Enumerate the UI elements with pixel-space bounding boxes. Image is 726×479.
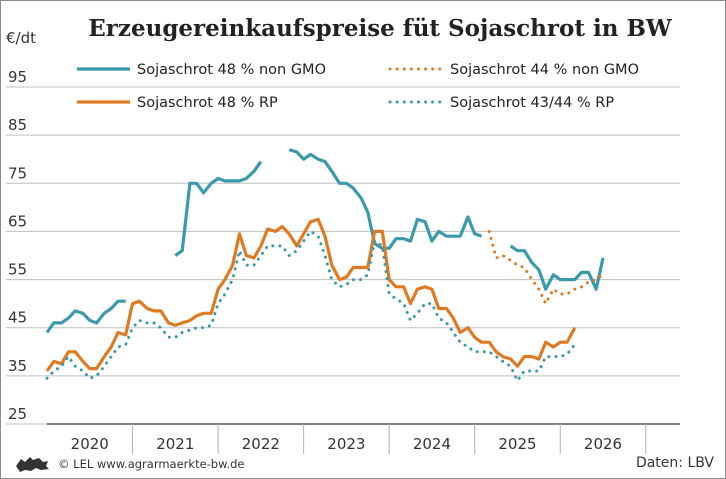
legend: Sojaschrot 48 % non GMO Sojaschrot 44 % n… [77,62,639,111]
y-tick-label: 25 [8,405,27,423]
series-line-3 [45,217,577,372]
y-tick-label: 55 [8,261,27,279]
x-tick-label: 2022 [242,435,280,453]
y-tick-label: 85 [8,116,27,134]
legend-label-2: Sojaschrot 44 % non GMO [450,62,639,78]
series-line-2 [487,229,605,306]
x-tick-label: 2023 [327,435,365,453]
series-lines [45,148,605,383]
x-tick-label: 2025 [498,435,536,453]
x-tick-label: 2024 [413,435,451,453]
data-source: Daten: LBV [636,455,714,471]
lion-icon [16,457,49,472]
y-axis-unit: €/dt [6,29,36,47]
x-axis: 2020 2021 2022 2023 2024 2025 2026 [47,423,680,454]
series-line-4 [45,229,577,383]
legend-label-1: Sojaschrot 48 % non GMO [137,62,326,78]
copyright-credit: © LEL www.agrarmaerkte-bw.de [58,457,244,471]
series-line-1 [45,148,605,334]
y-tick-label: 45 [8,309,27,327]
y-tick-labels: 25 35 45 55 65 75 85 95 [8,68,27,423]
lel-logo [16,457,49,472]
x-tick-label: 2026 [584,435,622,453]
y-tick-label: 95 [8,68,27,86]
x-tick-label: 2021 [156,435,194,453]
legend-label-4: Sojaschrot 43/44 % RP [450,95,614,111]
x-tick-label: 2020 [71,435,109,453]
y-tick-label: 35 [8,357,27,375]
y-tick-label: 65 [8,212,27,230]
legend-label-3: Sojaschrot 48 % RP [137,95,278,111]
chart-title: Erzeugereinkaufspreise füt Sojaschrot in… [88,15,673,42]
gridlines [6,86,680,425]
y-tick-label: 75 [8,164,27,182]
